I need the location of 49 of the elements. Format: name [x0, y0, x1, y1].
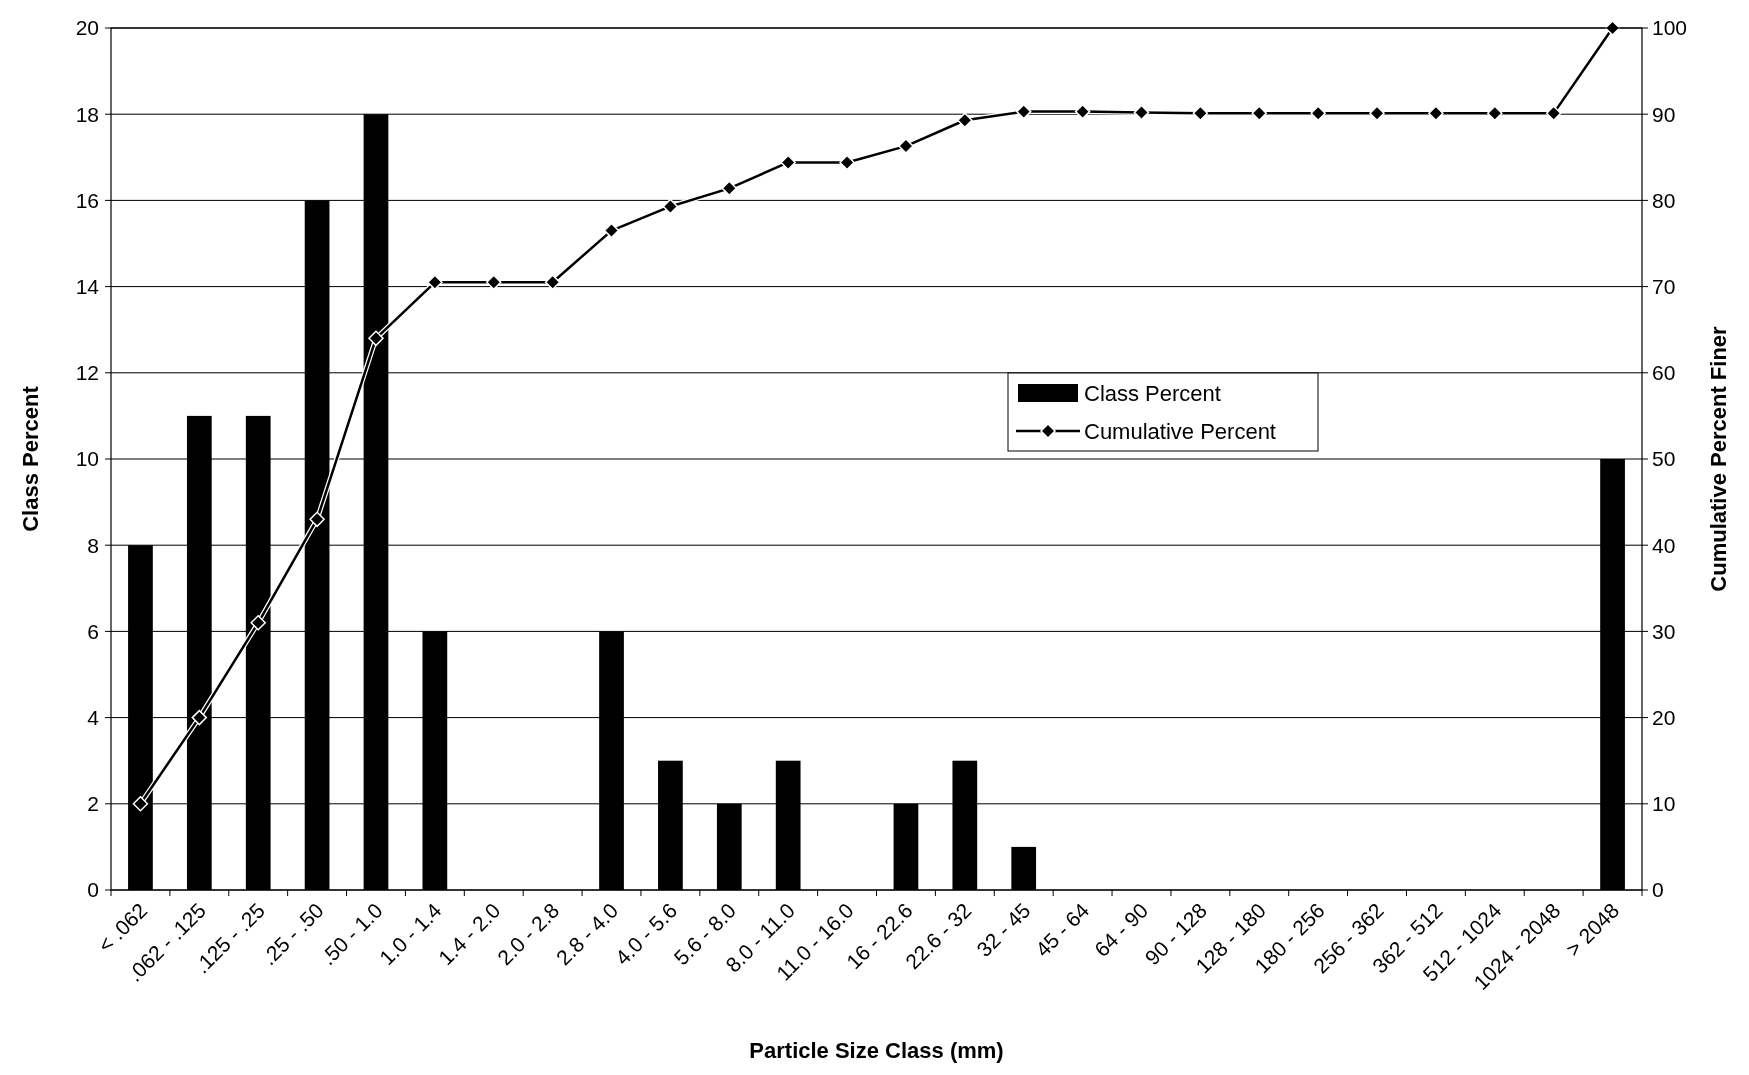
point [1487, 105, 1503, 122]
point [544, 274, 561, 291]
point [957, 112, 973, 128]
point [603, 222, 620, 239]
y-tick-label: 20 [75, 16, 99, 40]
legend-label: Cumulative Percent [1084, 418, 1276, 444]
y2-tick-label: 90 [1652, 102, 1676, 126]
y-tick-label: 12 [75, 361, 99, 385]
point [1310, 105, 1326, 122]
point [662, 198, 679, 215]
y2-tick-label: 100 [1652, 16, 1688, 40]
point [132, 796, 149, 812]
y-tick-label: 10 [75, 447, 99, 471]
y-tick-label: 18 [75, 102, 99, 126]
y-tick-label: 14 [75, 274, 100, 298]
point [1251, 105, 1267, 122]
point [1192, 105, 1209, 122]
y2-tick-label: 40 [1652, 533, 1676, 557]
y2-axis-title: Cumulative Percent Finer [1706, 325, 1731, 592]
y-tick-label: 0 [87, 878, 99, 902]
point [250, 615, 266, 631]
y-tick-label: 6 [87, 619, 99, 643]
point [427, 274, 443, 291]
y2-tick-label: 50 [1652, 447, 1676, 471]
x-axis-title: Particle Size Class (mm) [749, 1038, 1004, 1063]
point [721, 180, 738, 197]
point [191, 709, 208, 726]
point [309, 511, 325, 528]
y2-tick-label: 20 [1652, 705, 1676, 729]
y-tick-label: 16 [75, 188, 99, 212]
y-tick-label: 2 [87, 792, 99, 816]
legend-label: Class Percent [1084, 380, 1221, 406]
point [368, 330, 384, 347]
y-tick-label: 8 [87, 533, 99, 557]
point [780, 154, 796, 171]
point [486, 274, 502, 291]
point [898, 138, 914, 154]
y2-tick-label: 60 [1652, 361, 1676, 385]
y2-tick-label: 10 [1652, 792, 1676, 816]
y-tick-label: 4 [87, 705, 100, 729]
point [1133, 104, 1150, 121]
y2-tick-label: 0 [1652, 878, 1664, 902]
point [839, 154, 855, 171]
point [1545, 105, 1562, 122]
y-axis-title: Class Percent [18, 385, 43, 532]
point [1428, 105, 1444, 122]
y2-tick-label: 80 [1652, 188, 1676, 212]
y2-tick-label: 70 [1652, 274, 1676, 298]
y2-tick-label: 30 [1652, 619, 1676, 643]
